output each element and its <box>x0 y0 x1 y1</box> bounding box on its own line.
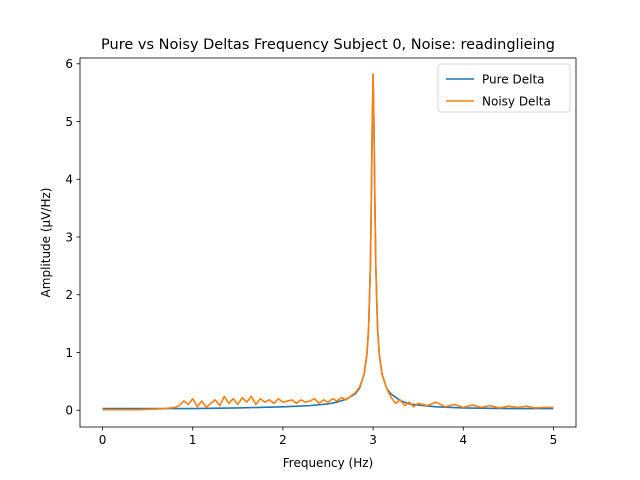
x-tick-label: 2 <box>279 433 287 447</box>
series-line-noisy-delta <box>102 73 554 411</box>
x-axis-label: Frequency (Hz) <box>283 456 374 470</box>
y-tick-label: 3 <box>65 230 73 244</box>
y-tick-label: 2 <box>65 288 73 302</box>
chart-title: Pure vs Noisy Deltas Frequency Subject 0… <box>101 37 555 53</box>
y-tick-label: 1 <box>65 346 73 360</box>
y-tick-label: 5 <box>65 115 73 129</box>
y-tick-label: 4 <box>65 173 73 187</box>
y-tick-label: 0 <box>65 404 73 418</box>
y-axis-label: Amplitude (μV/Hz) <box>39 188 53 298</box>
x-axis-ticks: 0 1 2 3 4 5 <box>99 427 558 447</box>
series-layer <box>102 73 554 411</box>
series-line-pure-delta <box>102 73 554 410</box>
x-tick-label: 0 <box>99 433 107 447</box>
y-axis-ticks: 0 1 2 3 4 5 6 <box>65 57 80 418</box>
x-tick-label: 3 <box>369 433 377 447</box>
plot-frame <box>79 57 577 428</box>
y-tick-label: 6 <box>65 57 73 71</box>
legend-box <box>437 63 571 113</box>
x-tick-label: 4 <box>459 433 467 447</box>
legend-label: Pure Delta <box>482 72 545 86</box>
x-tick-label: 1 <box>189 433 197 447</box>
x-tick-label: 5 <box>550 433 558 447</box>
legend: Pure Delta Noisy Delta <box>437 63 571 113</box>
legend-label: Noisy Delta <box>482 94 551 108</box>
